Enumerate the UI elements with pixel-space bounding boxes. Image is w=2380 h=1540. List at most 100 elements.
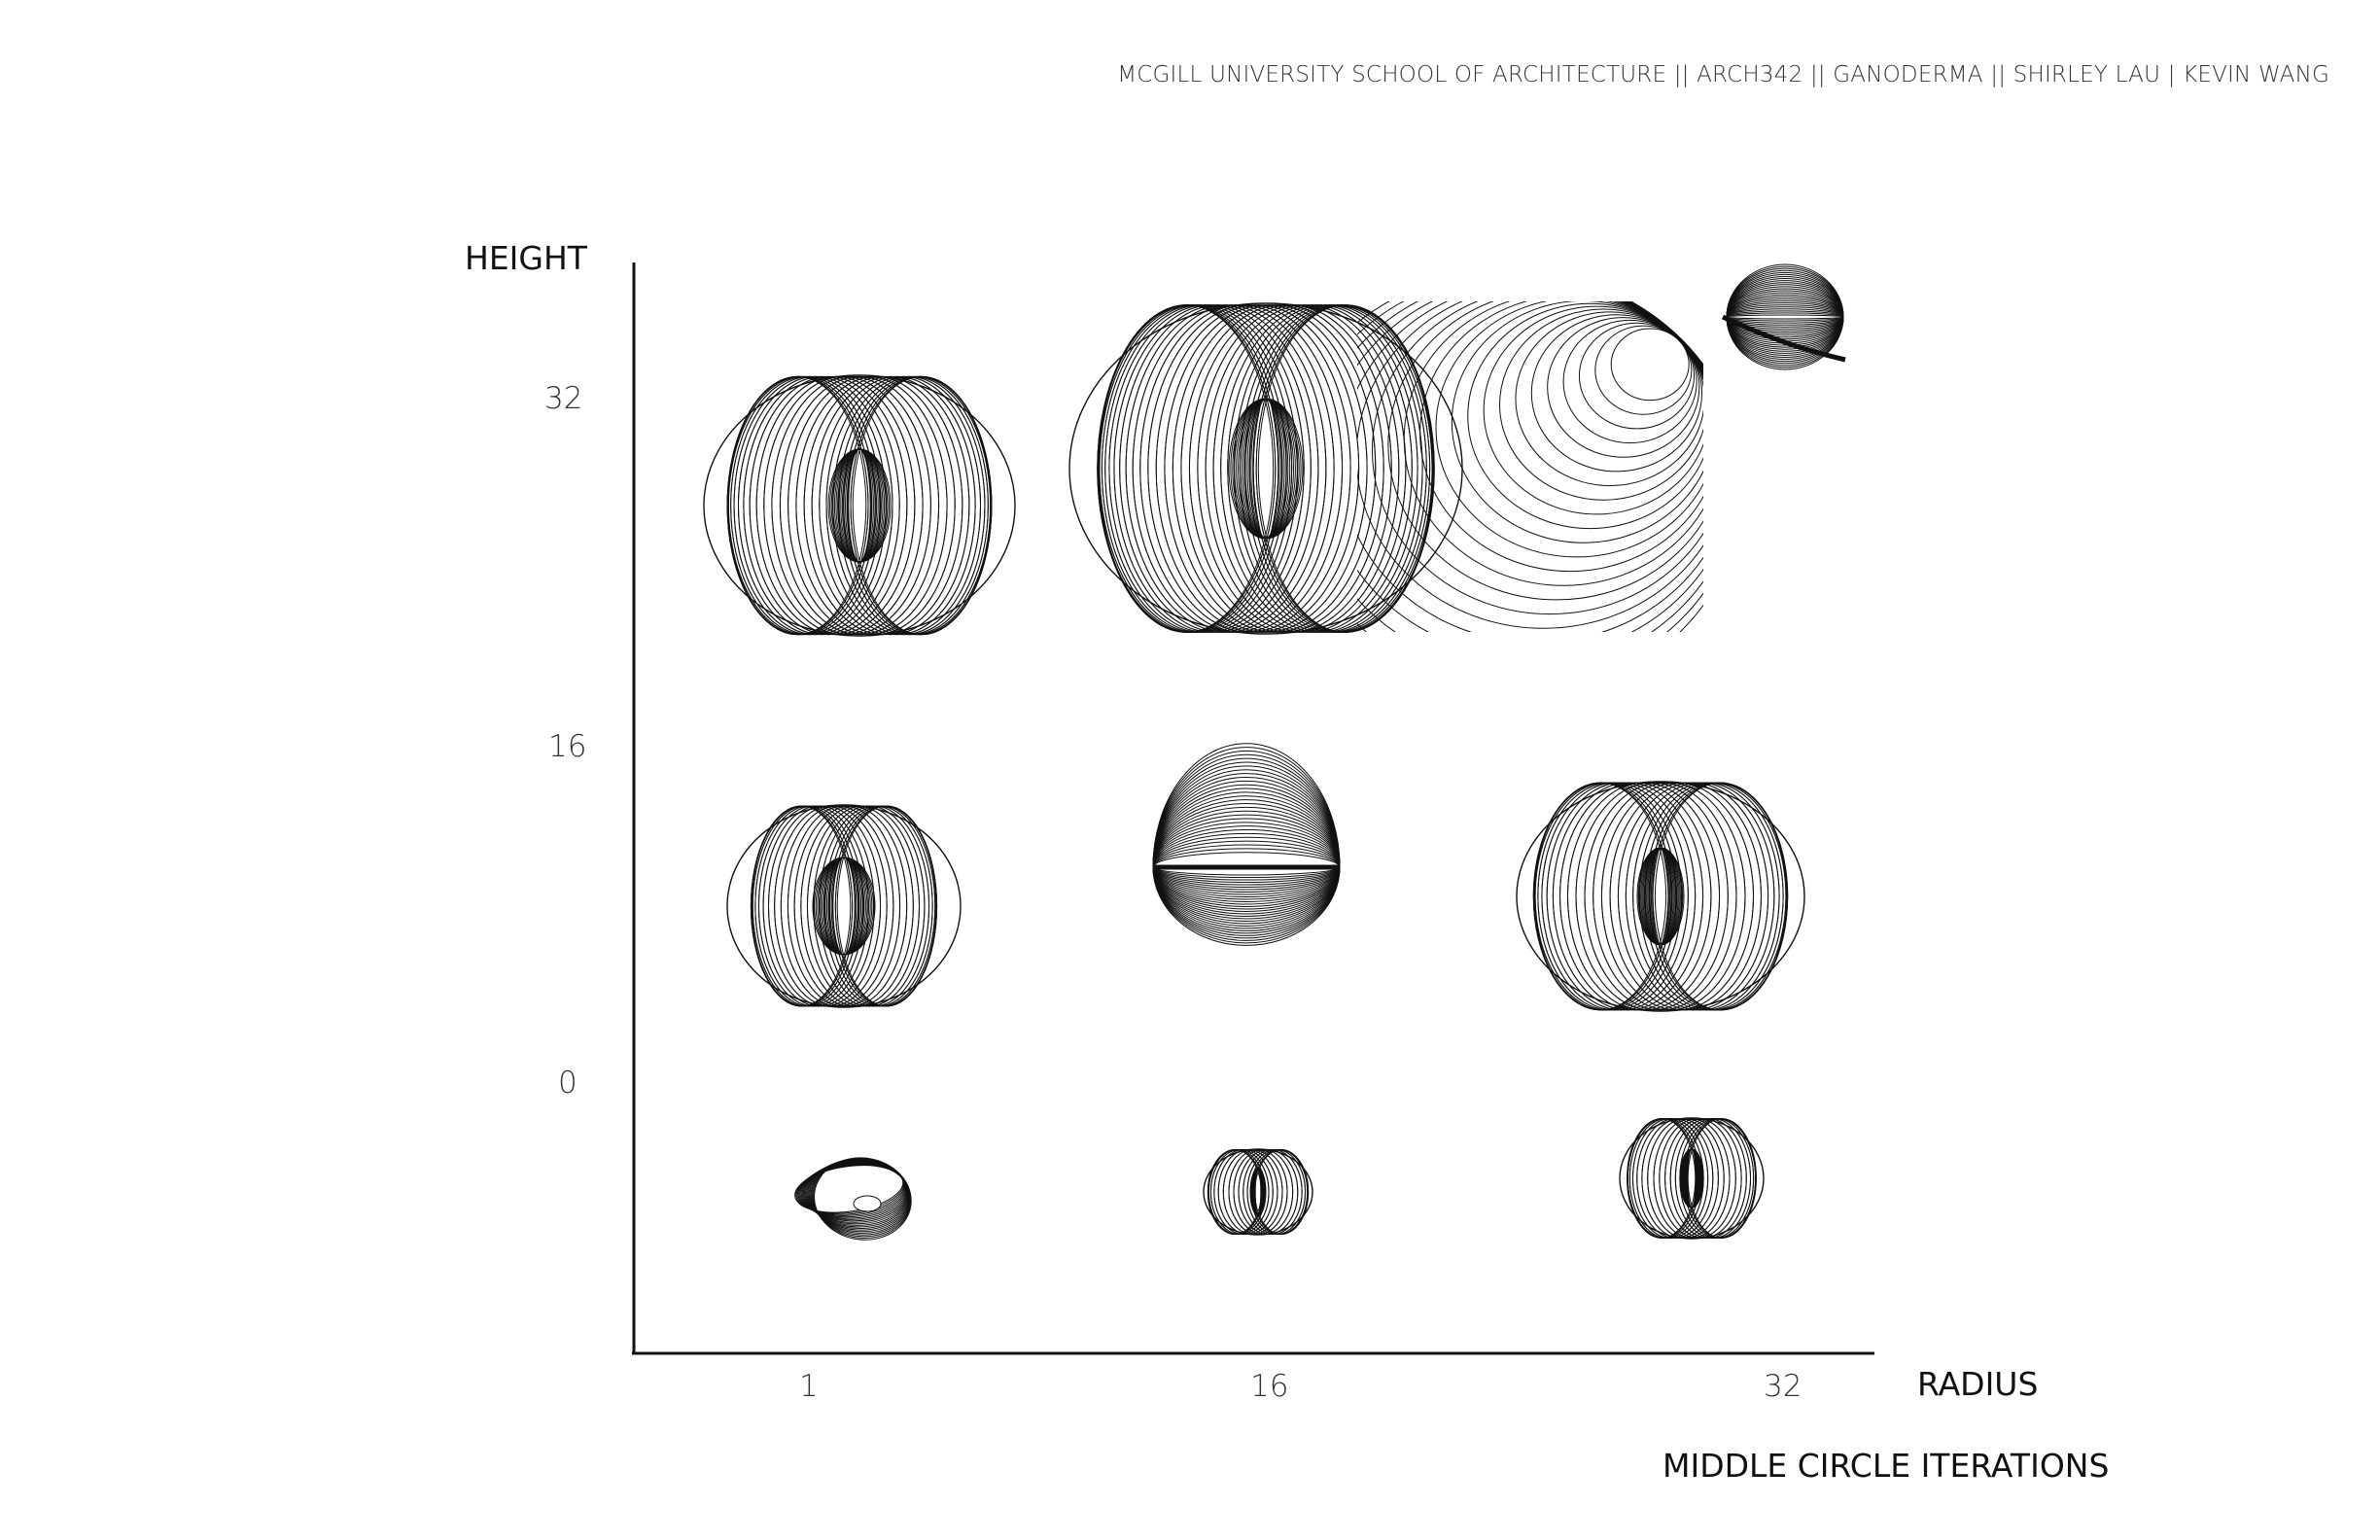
form-h16-r16-upper-arc	[1152, 799, 1341, 868]
form-h16-r16-lower-arc	[1152, 866, 1341, 879]
form-h32-r1-ring	[825, 375, 982, 636]
form-h32-r32-arc	[1451, 301, 1703, 543]
form-h32-r32-arc	[1530, 314, 1703, 472]
form-h32-r32-arc	[1578, 322, 1696, 430]
form-h16-r32-ring	[1584, 782, 1737, 1011]
form-h16-r16-lower-arc	[1152, 866, 1341, 922]
form-h16-r16-lower-arc	[1152, 866, 1341, 891]
x-tick-32: 32	[1764, 1369, 1802, 1404]
form-h32-r16-core	[1228, 398, 1304, 540]
form-h16-r1-ring	[762, 805, 875, 1007]
form-h16-r16-lower-arc	[1152, 866, 1341, 925]
form-h16-r16-lower-arc	[1152, 866, 1341, 915]
form-h32-r16-ring	[1212, 304, 1413, 633]
form-h16-r16-lower-arc	[1152, 866, 1341, 876]
form-h32-r32-arc	[1403, 301, 1703, 586]
form-h0-r32-ring	[1636, 1118, 1714, 1239]
form-h32-r16-ring	[1155, 304, 1360, 633]
form-h32-r16-ring	[1172, 304, 1377, 633]
form-h32-r16-ring	[1212, 304, 1413, 633]
form-h16-r16-lower-arc	[1152, 866, 1341, 917]
form-h0-r1	[794, 1157, 912, 1241]
form-h16-r16-lower-arc	[1152, 866, 1341, 936]
x-tick-16: 16	[1250, 1369, 1289, 1404]
form-h16-r16-upper-arc	[1152, 784, 1341, 868]
x-tick-1: 1	[799, 1369, 819, 1404]
form-h32-r1-ring	[727, 375, 876, 636]
form-h16-r1-ring	[834, 805, 938, 1007]
form-h16-r16-upper-arc	[1152, 769, 1341, 868]
y-axis-label: HEIGHT	[465, 239, 587, 277]
form-h16-r16-lower-arc	[1152, 866, 1341, 941]
axes	[632, 262, 1874, 1355]
form-h16-r16-lower-arc	[1152, 866, 1341, 934]
form-h0-r32-ring	[1627, 1118, 1700, 1239]
form-h16-r32-ring	[1552, 782, 1704, 1011]
form-h16-r16	[1152, 743, 1341, 946]
form-h0-r16-outline	[1203, 1148, 1313, 1236]
form-h16-r16-upper-arc	[1152, 747, 1341, 868]
form-h16-r16-lower-arc	[1152, 866, 1341, 884]
form-h32-r1-core	[827, 448, 892, 563]
form-h32-r1-ring	[843, 375, 992, 636]
form-h16-r32-ring	[1592, 782, 1746, 1011]
form-h0-r32-core	[1679, 1148, 1704, 1208]
form-h32-r32-arc	[1499, 308, 1703, 501]
form-h32-r32-arc	[1483, 305, 1703, 515]
form-h32-r16-core	[1250, 398, 1281, 540]
form-h16-r16-lower-arc	[1152, 866, 1341, 927]
form-h16-r16-lower-arc	[1152, 866, 1341, 897]
form-h16-r16-lower-arc	[1152, 866, 1341, 902]
form-h32-r16-core	[1238, 398, 1294, 540]
form-h32-r16-ring	[1255, 304, 1435, 633]
form-h16-r16-upper-arc	[1152, 757, 1341, 868]
form-h32-r16-ring	[1188, 304, 1392, 633]
form-h16-r1-ring	[780, 805, 894, 1007]
form-h32-r16-outline	[1068, 302, 1463, 635]
form-h0-r16	[1203, 1148, 1313, 1236]
form-h16-r16-upper-arc	[1152, 814, 1341, 868]
form-h16-r16-lower-arc	[1152, 866, 1341, 907]
form-h16-r16-upper-arc	[1152, 852, 1341, 868]
form-h32-r1-ring	[749, 375, 908, 636]
form-h32-r16-core	[1244, 398, 1287, 540]
form-h32-r1-ring	[788, 375, 948, 636]
form-h32-r32-arc	[1372, 301, 1703, 615]
form-h32-r16-core	[1232, 398, 1300, 540]
form-h16-r32-ring	[1600, 782, 1755, 1011]
form-h32-r16-ring	[1101, 304, 1293, 633]
form-h16-r32-core	[1636, 847, 1685, 946]
form-h32-r16-ring	[1239, 304, 1431, 633]
form-h16-r1-core	[812, 857, 876, 956]
form-h32-r16-ring	[1108, 304, 1305, 633]
form-h16-r16-lower-arc	[1152, 866, 1341, 910]
form-h0-r32	[1619, 1117, 1765, 1240]
form-h16-r32-ring	[1566, 782, 1721, 1011]
form-h32-r16-core	[1248, 398, 1283, 540]
form-h32-r32-cap-ring	[1726, 294, 1844, 340]
form-h0-r32-ring	[1683, 1118, 1757, 1239]
form-h16-r16-upper-arc	[1152, 788, 1341, 868]
form-h32-r16-ring	[1180, 304, 1384, 633]
form-h16-r16-upper-arc	[1152, 822, 1341, 868]
form-h32-r32-cap-ring	[1726, 271, 1844, 363]
form-h16-r16-upper-arc	[1152, 753, 1341, 868]
y-tick-16: 16	[548, 729, 587, 764]
x-axis-label: RADIUS	[1917, 1365, 2039, 1403]
form-h32-r32-arc	[1419, 301, 1703, 573]
form-h32-r1-ring	[727, 375, 876, 636]
form-h16-r16-lower-arc	[1152, 866, 1341, 886]
form-h16-r1-ring	[793, 805, 908, 1007]
form-h16-r16-upper-arc	[1152, 840, 1341, 868]
form-h16-r16-upper-arc	[1152, 761, 1341, 868]
form-h32-r32-cap-ring	[1726, 312, 1844, 322]
form-h16-r16-upper-arc	[1152, 780, 1341, 868]
x-axis-caption: MIDDLE CIRCLE ITERATIONS	[1662, 1447, 2110, 1485]
form-h32-r16-ring	[1155, 304, 1360, 633]
form-h16-r16-upper-arc	[1152, 829, 1341, 868]
y-tick-32: 32	[544, 381, 583, 416]
form-h16-r16-lower-arc	[1152, 866, 1341, 929]
form-h16-r32	[1516, 781, 1805, 1012]
form-h32-r16-ring	[1164, 304, 1368, 633]
